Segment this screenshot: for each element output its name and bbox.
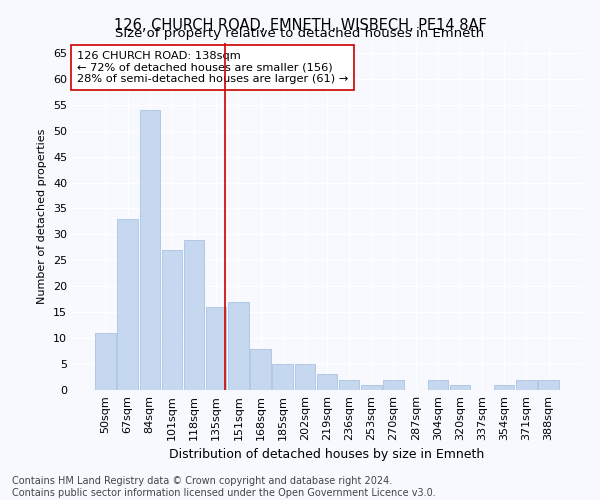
Bar [206,307,226,390]
Bar [95,333,116,390]
Bar [118,219,138,390]
Bar [317,374,337,390]
Bar [450,385,470,390]
Text: Contains HM Land Registry data © Crown copyright and database right 2024.
Contai: Contains HM Land Registry data © Crown c… [12,476,436,498]
Bar [272,364,293,390]
Bar [494,385,514,390]
Bar [428,380,448,390]
Bar [361,385,382,390]
Bar [228,302,248,390]
Bar [295,364,315,390]
Bar [538,380,559,390]
Text: 126 CHURCH ROAD: 138sqm
← 72% of detached houses are smaller (156)
28% of semi-d: 126 CHURCH ROAD: 138sqm ← 72% of detache… [77,51,349,84]
Bar [161,250,182,390]
Bar [250,348,271,390]
Bar [339,380,359,390]
Bar [383,380,404,390]
Bar [140,110,160,390]
Bar [184,240,204,390]
X-axis label: Distribution of detached houses by size in Emneth: Distribution of detached houses by size … [169,448,485,462]
Y-axis label: Number of detached properties: Number of detached properties [37,128,47,304]
Text: Size of property relative to detached houses in Emneth: Size of property relative to detached ho… [115,28,485,40]
Text: 126, CHURCH ROAD, EMNETH, WISBECH, PE14 8AF: 126, CHURCH ROAD, EMNETH, WISBECH, PE14 … [113,18,487,32]
Bar [516,380,536,390]
